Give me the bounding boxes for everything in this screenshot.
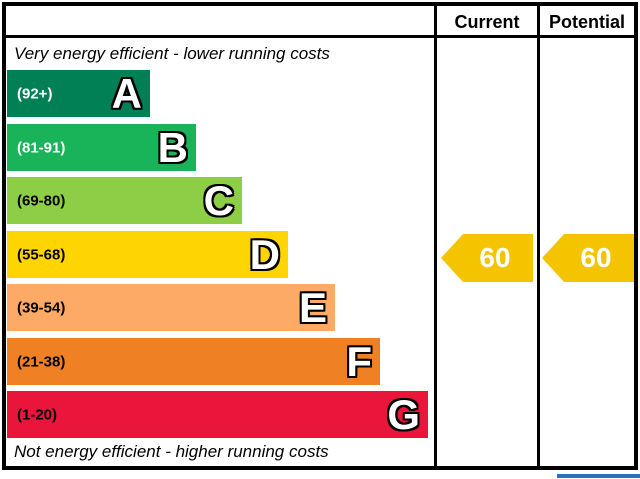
current-column-header: Current bbox=[454, 12, 520, 32]
header-divider-line bbox=[6, 35, 634, 38]
band-letter: D bbox=[249, 231, 280, 278]
band-range-label: (55-68) bbox=[17, 246, 66, 263]
band-row-e: (39-54) E bbox=[7, 284, 335, 331]
band-range-label: (1-20) bbox=[17, 406, 58, 423]
band-row-b: (81-91) B bbox=[7, 124, 196, 171]
epc-table: Current Potential Very energy efficient … bbox=[2, 2, 638, 470]
band-row-c: (69-80) C bbox=[7, 177, 242, 224]
band-row-g: (1-20) G bbox=[7, 391, 428, 438]
band-letter: G bbox=[387, 391, 420, 438]
potential-rating-value: 60 bbox=[580, 242, 612, 273]
band-range-label: (92+) bbox=[17, 85, 53, 102]
band-range-label: (81-91) bbox=[17, 139, 66, 156]
potential-column-header: Potential bbox=[548, 12, 625, 32]
band-letter: B bbox=[157, 124, 188, 171]
current-column-divider bbox=[434, 6, 437, 466]
current-rating-value: 60 bbox=[479, 242, 511, 273]
band-range-label: (69-80) bbox=[17, 192, 66, 209]
bottom-caption: Not energy efficient - higher running co… bbox=[14, 442, 329, 461]
band-range-label: (21-38) bbox=[17, 353, 66, 370]
band-row-a: (92+) A bbox=[7, 70, 150, 117]
band-row-f: (21-38) F bbox=[7, 338, 380, 385]
band-range-label: (39-54) bbox=[17, 299, 66, 316]
potential-rating-arrow: 60 bbox=[542, 234, 634, 282]
band-letter: E bbox=[298, 284, 327, 331]
band-letter: C bbox=[203, 177, 234, 224]
band-letter: F bbox=[346, 338, 372, 385]
current-rating-arrow: 60 bbox=[441, 234, 533, 282]
potential-column-divider bbox=[537, 6, 540, 466]
band-letter: A bbox=[111, 70, 142, 117]
band-row-d: (55-68) D bbox=[7, 231, 288, 278]
top-caption: Very energy efficient - lower running co… bbox=[14, 44, 330, 63]
bottom-blue-edge bbox=[557, 474, 640, 478]
